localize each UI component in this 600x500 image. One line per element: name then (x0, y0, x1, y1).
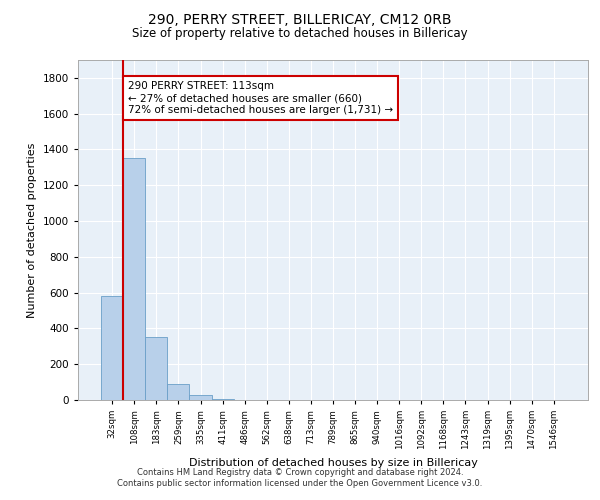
Y-axis label: Number of detached properties: Number of detached properties (27, 142, 37, 318)
Bar (145, 338, 167, 400)
Text: 290, PERRY STREET, BILLERICAY, CM12 0RB: 290, PERRY STREET, BILLERICAY, CM12 0RB (148, 12, 452, 26)
Text: Contains HM Land Registry data © Crown copyright and database right 2024.
Contai: Contains HM Land Registry data © Crown c… (118, 468, 482, 487)
X-axis label: Distribution of detached houses by size in Billericay: Distribution of detached houses by size … (188, 458, 478, 468)
Bar (190, 394, 212, 400)
Bar (123, 158, 145, 400)
Text: 290 PERRY STREET: 113sqm
← 27% of detached houses are smaller (660)
72% of semi-: 290 PERRY STREET: 113sqm ← 27% of detach… (128, 82, 393, 114)
Bar (212, 399, 233, 400)
Bar (167, 384, 190, 400)
Bar (101, 296, 123, 400)
Text: Size of property relative to detached houses in Billericay: Size of property relative to detached ho… (132, 28, 468, 40)
